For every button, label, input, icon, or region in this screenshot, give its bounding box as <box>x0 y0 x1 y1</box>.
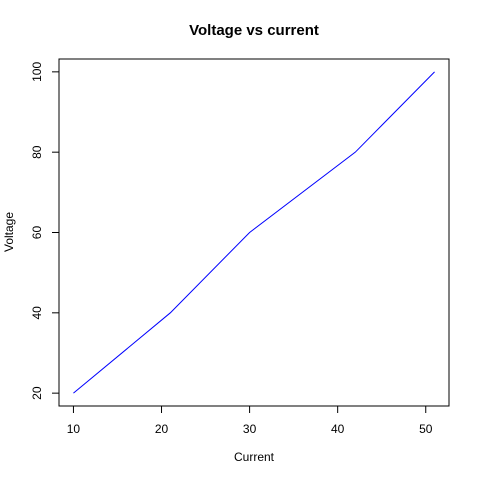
y-tick-label: 20 <box>30 386 44 400</box>
y-axis: 20 40 60 80 100 <box>30 62 59 400</box>
y-tick-label: 80 <box>30 145 44 159</box>
chart-title: Voltage vs current <box>189 22 319 39</box>
y-axis-label: Voltage <box>2 212 16 252</box>
x-axis: 10 20 30 40 50 <box>67 406 433 436</box>
x-axis-label: Current <box>234 450 275 464</box>
x-tick-label: 30 <box>243 422 257 436</box>
x-tick-label: 50 <box>419 422 433 436</box>
x-tick-label: 20 <box>155 422 169 436</box>
x-tick-label: 40 <box>331 422 345 436</box>
x-tick-label: 10 <box>67 422 81 436</box>
series-layer <box>73 71 435 394</box>
series-line-0 <box>73 71 435 394</box>
y-tick-label: 60 <box>30 226 44 240</box>
y-tick-label: 40 <box>30 306 44 320</box>
y-tick-label: 100 <box>30 62 44 82</box>
